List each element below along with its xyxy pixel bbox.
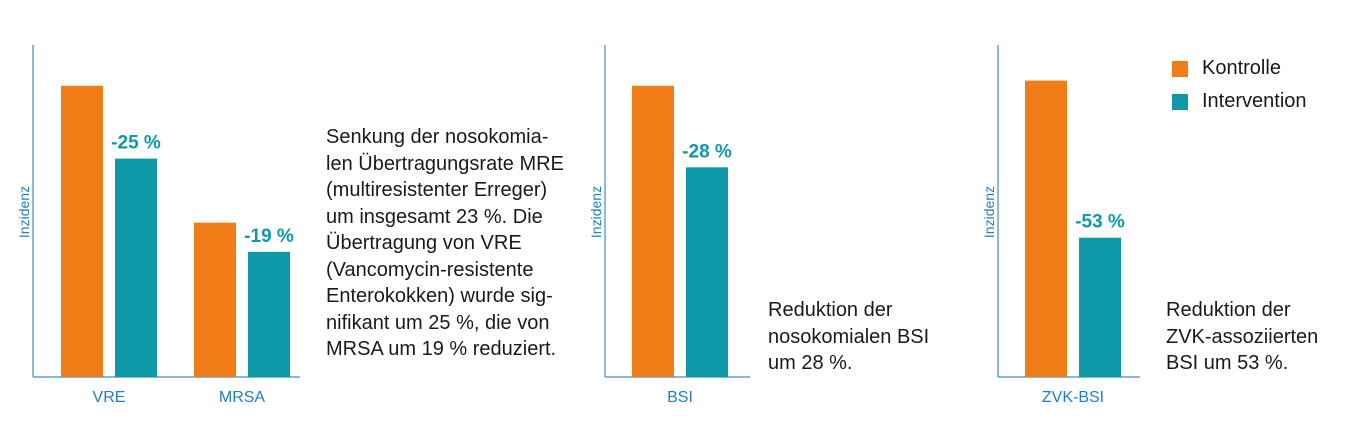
bar-vre-intervention bbox=[115, 158, 157, 377]
category-label-bsi: BSI bbox=[667, 389, 693, 406]
bar-bsi-kontrolle bbox=[632, 85, 674, 378]
legend-swatch-kontrolle bbox=[1172, 60, 1188, 77]
legend-label-kontrolle: Kontrolle bbox=[1202, 57, 1281, 79]
y-axis-label-vre-mrsa: Inzidenz bbox=[16, 186, 32, 238]
category-label-zvk-bsi: ZVK-BSI bbox=[1042, 389, 1104, 406]
category-label-mrsa: MRSA bbox=[219, 389, 266, 406]
legend-item-intervention: Intervention bbox=[1172, 85, 1307, 118]
y-axis-label-bsi: Inzidenz bbox=[588, 186, 604, 238]
bar-vre-kontrolle bbox=[61, 85, 103, 378]
y-axis-label-zvk-bsi: Inzidenz bbox=[981, 186, 997, 238]
data-label-vre: -25 % bbox=[111, 133, 161, 154]
legend-swatch-intervention bbox=[1172, 93, 1188, 110]
bar-zvk-bsi-kontrolle bbox=[1025, 80, 1067, 378]
bar-zvk-bsi-intervention bbox=[1079, 237, 1121, 377]
note-zvk: Reduktion der ZVK-assoziierten BSI um 53… bbox=[1166, 299, 1319, 374]
note-mre: Senkung der nosokomia- len Übertragungsr… bbox=[326, 126, 564, 360]
data-label-mrsa: -19 % bbox=[244, 226, 294, 247]
bar-bsi-intervention bbox=[686, 167, 728, 377]
category-label-vre: VRE bbox=[93, 389, 126, 406]
legend: Kontrolle Intervention bbox=[1172, 52, 1307, 118]
bar-mrsa-intervention bbox=[248, 251, 290, 377]
data-label-bsi: -28 % bbox=[682, 141, 732, 162]
legend-label-intervention: Intervention bbox=[1202, 90, 1307, 112]
data-label-zvk-bsi: -53 % bbox=[1075, 212, 1125, 233]
note-bsi: Reduktion der nosokomialen BSI um 28 %. bbox=[768, 299, 930, 374]
legend-item-kontrolle: Kontrolle bbox=[1172, 52, 1307, 85]
bar-mrsa-kontrolle bbox=[194, 222, 236, 377]
